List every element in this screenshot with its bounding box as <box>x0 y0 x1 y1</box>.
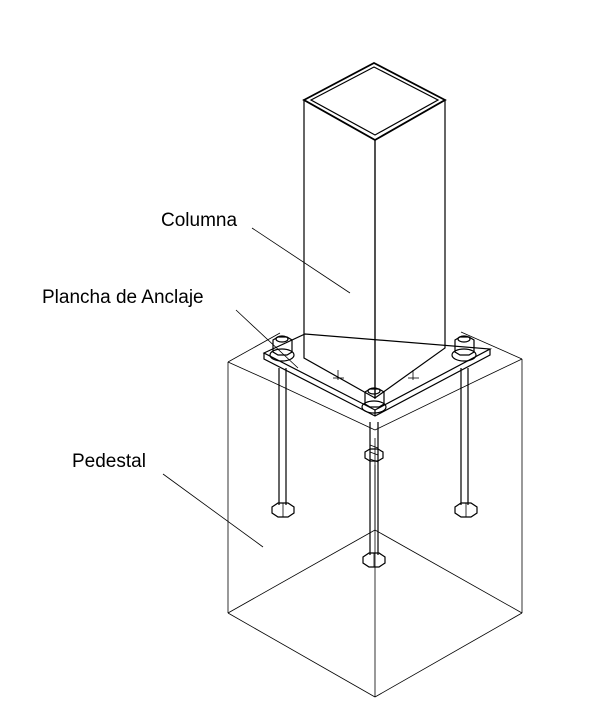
nut-icon <box>451 335 477 362</box>
leader-pedestal <box>162 473 264 548</box>
pedestal <box>227 331 523 698</box>
label-pedestal: Pedestal <box>72 451 146 472</box>
nut-icon <box>361 387 387 414</box>
top-nuts <box>269 335 477 414</box>
leader-column <box>251 227 351 294</box>
nut-icon <box>362 552 386 568</box>
column <box>302 61 447 400</box>
base-plate <box>262 333 493 417</box>
bottom-nuts <box>271 448 478 568</box>
leader-lines <box>162 227 351 548</box>
nut-icon <box>454 502 478 518</box>
nut-icon <box>271 502 295 518</box>
nut-icon <box>364 448 384 462</box>
nut-icon <box>269 335 295 362</box>
label-base-plate: Plancha de Anclaje <box>42 287 204 308</box>
leader-base-plate <box>235 309 299 369</box>
label-column: Columna <box>161 210 237 231</box>
